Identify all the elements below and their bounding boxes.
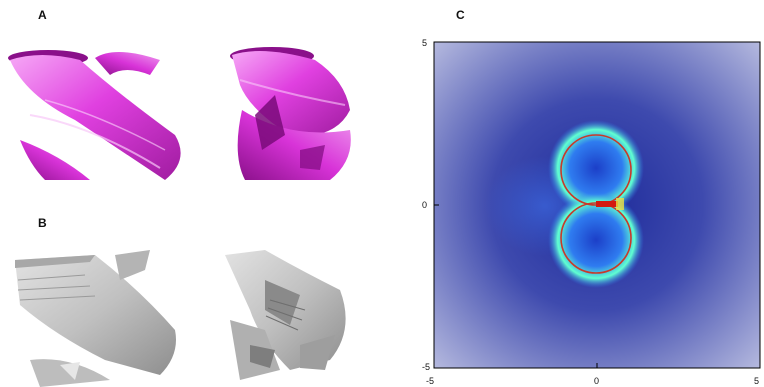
- y-tick-label-mid: 0: [422, 200, 427, 210]
- heatmap-chart: 5 0 -5 -5 0 5: [422, 38, 761, 386]
- panel-label-a: A: [38, 8, 47, 22]
- panel-label-c: C: [456, 8, 465, 22]
- x-tick-label-right: 5: [754, 376, 759, 386]
- grey-helix-right: [225, 250, 346, 380]
- heatmap-peak: [596, 201, 618, 207]
- panel-label-b: B: [38, 216, 47, 230]
- magenta-helix-renderings: [8, 47, 351, 180]
- helix-left: [8, 50, 181, 180]
- helix-right: [230, 47, 351, 180]
- y-tick-label-bottom: -5: [422, 362, 430, 372]
- x-tick-label-mid: 0: [594, 376, 599, 386]
- grey-helix-left: [15, 250, 176, 387]
- heatmap-peak-edge: [616, 198, 624, 210]
- grey-helix-renderings: [15, 250, 346, 387]
- x-tick-label-left: -5: [426, 376, 434, 386]
- y-tick-label-top: 5: [422, 38, 427, 48]
